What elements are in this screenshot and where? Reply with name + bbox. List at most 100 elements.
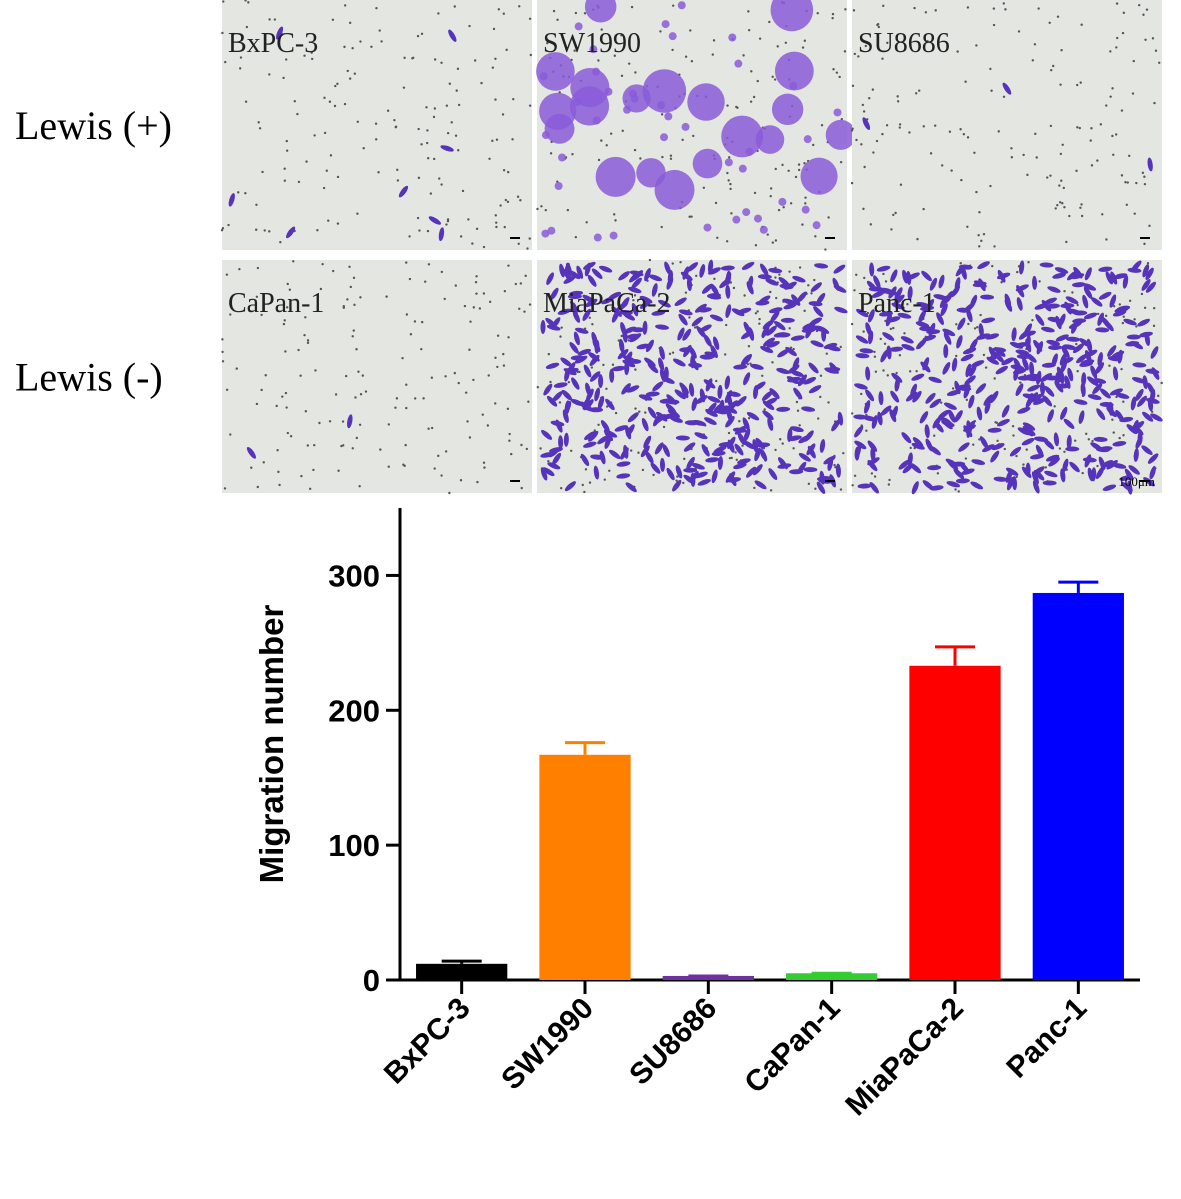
pore	[504, 198, 508, 202]
pore	[508, 432, 511, 436]
pore	[285, 149, 289, 152]
pore	[387, 465, 390, 468]
x-tick-label: MiaPaCa-2	[839, 992, 970, 1123]
cell	[957, 385, 972, 392]
pore	[351, 47, 354, 50]
pore	[332, 269, 335, 273]
pore	[1081, 471, 1084, 475]
cell	[398, 185, 409, 198]
pore	[304, 316, 307, 319]
pore	[807, 482, 811, 486]
panel-label: SW1990	[543, 28, 641, 59]
bar	[1032, 592, 1124, 980]
cell	[683, 442, 696, 452]
pore	[306, 444, 310, 447]
cell	[859, 348, 874, 354]
pore	[773, 78, 777, 81]
pore	[472, 378, 475, 382]
pore	[395, 397, 399, 400]
pore	[261, 170, 264, 174]
pore	[393, 118, 396, 122]
cell	[677, 1, 686, 10]
cell	[1021, 466, 1032, 478]
cell	[699, 264, 706, 278]
cell	[1122, 274, 1129, 289]
cell	[570, 355, 585, 361]
pore	[323, 131, 327, 135]
pore	[571, 152, 574, 156]
pore	[727, 179, 730, 182]
cell	[918, 310, 926, 323]
pore	[403, 464, 406, 468]
cell	[687, 83, 725, 121]
pore	[713, 277, 716, 281]
pore	[991, 264, 994, 268]
cell	[1087, 376, 1099, 386]
pore	[584, 468, 588, 471]
cell	[1009, 446, 1022, 457]
cell	[733, 462, 747, 470]
pore	[473, 59, 477, 62]
cell	[682, 328, 692, 341]
pore	[788, 327, 791, 330]
pore	[1157, 394, 1160, 398]
pore	[892, 213, 895, 217]
pore	[1010, 156, 1014, 159]
pore	[459, 235, 463, 238]
cell	[571, 377, 580, 390]
pore	[520, 486, 523, 490]
cell	[1106, 406, 1117, 418]
cell	[1017, 406, 1031, 414]
pore	[1133, 318, 1136, 321]
cell	[1024, 373, 1039, 380]
pore	[1116, 36, 1119, 40]
pore	[789, 202, 793, 205]
pore	[817, 417, 820, 420]
cell	[571, 302, 578, 317]
cell	[678, 313, 688, 326]
cell	[543, 383, 553, 396]
pore	[977, 234, 980, 237]
cell	[1043, 439, 1055, 450]
cell	[890, 269, 898, 283]
pore	[774, 239, 778, 242]
pore	[756, 79, 759, 83]
cell	[929, 398, 942, 409]
pore	[1111, 418, 1114, 421]
pore	[408, 277, 412, 281]
pore	[671, 262, 674, 265]
pore	[683, 457, 686, 461]
pore	[1002, 2, 1005, 5]
cell	[819, 439, 826, 453]
pore	[634, 407, 637, 410]
cell	[1083, 286, 1093, 299]
pore	[873, 350, 876, 354]
pore	[798, 424, 801, 427]
pore	[1112, 305, 1116, 308]
pore	[318, 421, 321, 425]
cell	[696, 326, 707, 338]
cell	[704, 417, 717, 425]
pore	[1096, 464, 1099, 468]
pore	[284, 58, 288, 61]
cell	[681, 385, 689, 399]
cell	[691, 463, 705, 470]
pore	[929, 152, 933, 155]
pore	[797, 163, 801, 166]
pore	[850, 412, 854, 415]
cell	[1025, 335, 1031, 350]
pore	[420, 320, 424, 324]
cell	[976, 406, 983, 421]
cell	[1128, 465, 1140, 475]
cell	[985, 333, 1000, 340]
cell	[955, 478, 970, 484]
cell	[878, 391, 884, 406]
pore	[850, 181, 854, 185]
pore	[362, 147, 365, 150]
pore	[1105, 104, 1108, 107]
pore	[1142, 13, 1145, 16]
pore	[418, 229, 421, 232]
pore	[1144, 38, 1147, 41]
pore	[908, 370, 912, 373]
pore	[285, 306, 289, 309]
